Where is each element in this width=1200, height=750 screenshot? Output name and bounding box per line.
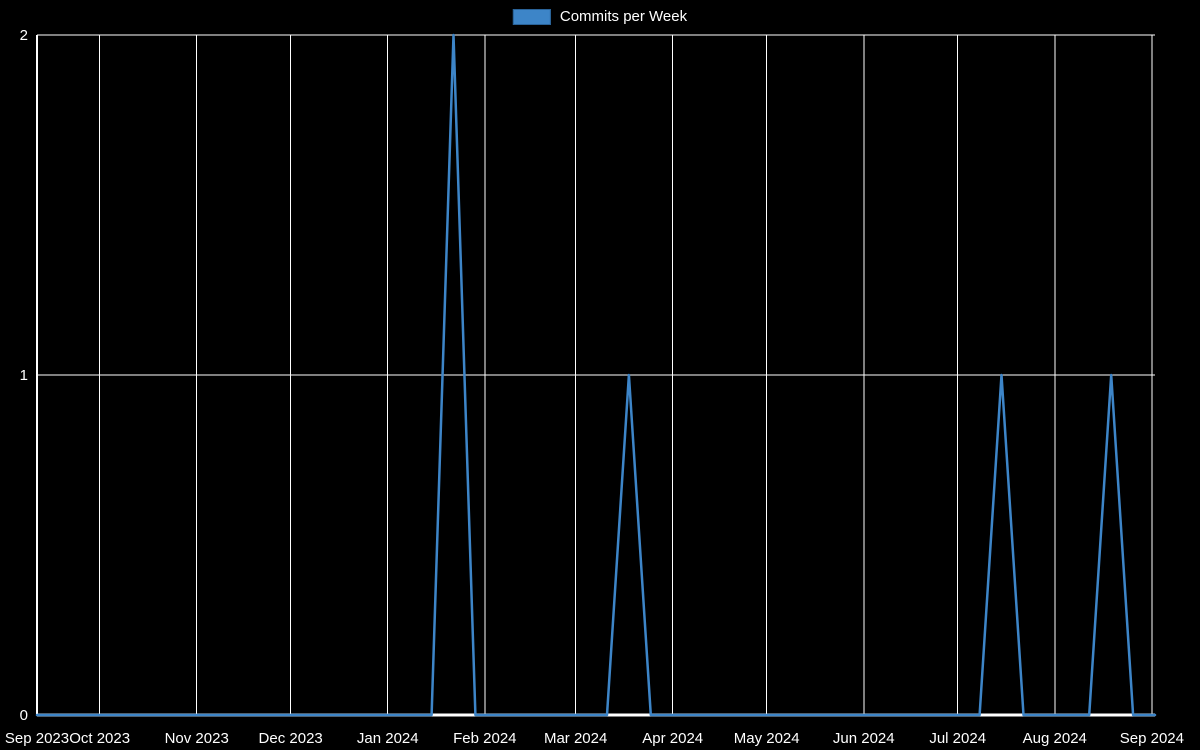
- svg-text:Jun 2024: Jun 2024: [833, 730, 895, 747]
- svg-text:Dec 2023: Dec 2023: [259, 730, 323, 747]
- svg-text:Jul 2024: Jul 2024: [929, 730, 986, 747]
- legend-label: Commits per Week: [559, 8, 688, 25]
- legend-swatch: [512, 9, 551, 25]
- svg-text:Nov 2023: Nov 2023: [165, 730, 229, 747]
- svg-text:1: 1: [20, 367, 28, 384]
- legend: Commits per Week: [512, 8, 688, 26]
- svg-text:May 2024: May 2024: [734, 730, 800, 747]
- svg-text:Feb 2024: Feb 2024: [453, 730, 516, 747]
- svg-text:2: 2: [20, 27, 28, 44]
- svg-text:Sep 2024: Sep 2024: [1120, 730, 1184, 747]
- svg-text:Apr 2024: Apr 2024: [642, 730, 703, 747]
- svg-text:Jan 2024: Jan 2024: [357, 730, 419, 747]
- svg-text:Aug 2024: Aug 2024: [1023, 730, 1087, 747]
- svg-text:0: 0: [20, 707, 28, 724]
- svg-text:Oct 2023: Oct 2023: [69, 730, 130, 747]
- svg-text:Sep 2023: Sep 2023: [5, 730, 69, 747]
- svg-text:Mar 2024: Mar 2024: [544, 730, 607, 747]
